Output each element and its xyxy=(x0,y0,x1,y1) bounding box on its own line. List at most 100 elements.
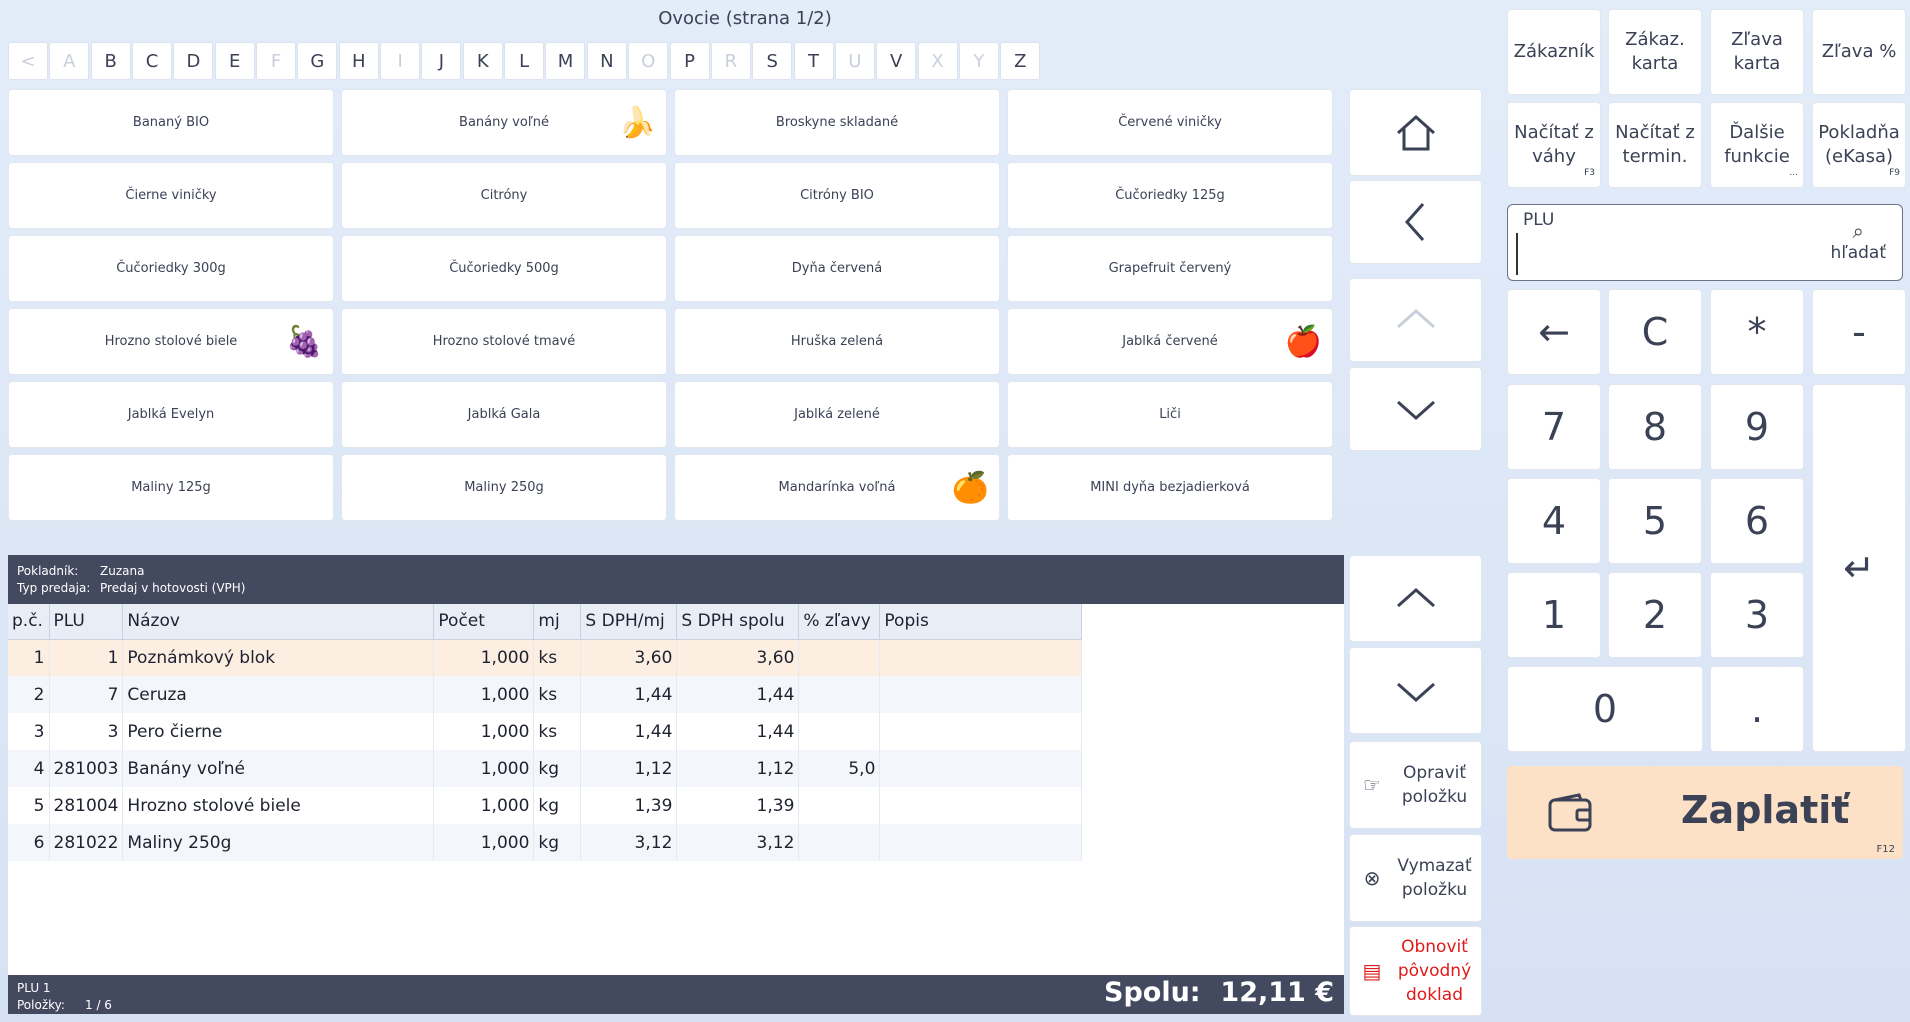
alphabet-letter-n[interactable]: N xyxy=(586,42,627,80)
alphabet-back-button[interactable]: < xyxy=(8,42,48,80)
product-button[interactable]: Červené viničky xyxy=(1007,89,1333,156)
restore-receipt-button[interactable]: ▤ Obnoviť pôvodný doklad xyxy=(1349,926,1482,1016)
alphabet-letter-s[interactable]: S xyxy=(752,42,793,80)
clear-key[interactable]: C xyxy=(1608,289,1702,375)
row-up-button[interactable] xyxy=(1349,555,1482,642)
key-6[interactable]: 6 xyxy=(1710,478,1804,564)
key-4[interactable]: 4 xyxy=(1507,478,1601,564)
key-1[interactable]: 1 xyxy=(1507,572,1601,658)
backspace-key[interactable]: ← xyxy=(1507,289,1601,375)
alphabet-letter-i[interactable]: I xyxy=(380,42,421,80)
home-button[interactable] xyxy=(1349,89,1482,176)
row-down-button[interactable] xyxy=(1349,647,1482,734)
product-button[interactable]: MINI dyňa bezjadierková xyxy=(1007,454,1333,521)
product-button[interactable]: Čučoriedky 125g xyxy=(1007,162,1333,229)
product-button[interactable]: Jablká Gala xyxy=(341,381,667,448)
minus-key[interactable]: - xyxy=(1812,289,1906,375)
product-button[interactable]: Maliny 250g xyxy=(341,454,667,521)
alphabet-letter-b[interactable]: B xyxy=(90,42,131,80)
decimal-key[interactable]: . xyxy=(1710,666,1804,752)
alphabet-letter-a[interactable]: A xyxy=(49,42,90,80)
plu-input[interactable] xyxy=(1516,233,1816,275)
function-button[interactable]: Načítať z termin. xyxy=(1608,102,1702,188)
function-button[interactable]: Zákazník xyxy=(1507,9,1601,95)
alphabet-letter-d[interactable]: D xyxy=(173,42,214,80)
column-header[interactable]: Názov xyxy=(122,604,435,640)
product-button[interactable]: Grapefruit červený xyxy=(1007,235,1333,302)
key-7[interactable]: 7 xyxy=(1507,384,1601,470)
alphabet-letter-k[interactable]: K xyxy=(462,42,503,80)
alphabet-letter-y[interactable]: Y xyxy=(958,42,999,80)
alphabet-letter-j[interactable]: J xyxy=(421,42,462,80)
product-button[interactable]: Hruška zelená xyxy=(674,308,1000,375)
column-header[interactable]: % zľavy xyxy=(798,604,881,640)
pay-button[interactable]: Zaplatiť F12 xyxy=(1507,766,1903,859)
product-button[interactable]: Mandarínka voľná 🍊 xyxy=(674,454,1000,521)
key-5[interactable]: 5 xyxy=(1608,478,1702,564)
multiply-key[interactable]: * xyxy=(1710,289,1804,375)
product-button[interactable]: Maliny 125g xyxy=(8,454,334,521)
product-button[interactable]: Hrozno stolové tmavé xyxy=(341,308,667,375)
table-row[interactable]: 1 1 Poznámkový blok 1,000 ks 3,60 3,60 xyxy=(8,639,1083,676)
table-row[interactable]: 4 281003 Banány voľné 1,000 kg 1,12 1,12 5,0 xyxy=(8,750,1083,787)
column-header[interactable]: S DPH spolu xyxy=(676,604,800,640)
function-button[interactable]: Načítať z váhy F3 xyxy=(1507,102,1601,188)
key-8[interactable]: 8 xyxy=(1608,384,1702,470)
product-button[interactable]: Hrozno stolové biele 🍇 xyxy=(8,308,334,375)
alphabet-letter-t[interactable]: T xyxy=(793,42,834,80)
function-button[interactable]: Pokladňa (eKasa) F9 xyxy=(1812,102,1906,188)
key-3[interactable]: 3 xyxy=(1710,572,1804,658)
alphabet-letter-h[interactable]: H xyxy=(338,42,379,80)
column-header[interactable]: S DPH/mj xyxy=(580,604,678,640)
column-header[interactable]: mj xyxy=(533,604,582,640)
alphabet-letter-m[interactable]: M xyxy=(545,42,586,80)
function-button[interactable]: Zľava karta xyxy=(1710,9,1804,95)
product-button[interactable]: Broskyne skladané xyxy=(674,89,1000,156)
alphabet-letter-c[interactable]: C xyxy=(132,42,173,80)
product-button[interactable]: Čučoriedky 500g xyxy=(341,235,667,302)
product-button[interactable]: Jablká zelené xyxy=(674,381,1000,448)
alphabet-letter-u[interactable]: U xyxy=(834,42,875,80)
table-row[interactable]: 3 3 Pero čierne 1,000 ks 1,44 1,44 xyxy=(8,713,1083,750)
product-button[interactable]: Jablká červené 🍎 xyxy=(1007,308,1333,375)
table-row[interactable]: 5 281004 Hrozno stolové biele 1,000 kg 1,39 1,… xyxy=(8,787,1083,824)
key-0[interactable]: 0 xyxy=(1507,666,1703,752)
product-button[interactable]: Čierne viničky xyxy=(8,162,334,229)
product-button[interactable]: Banány voľné 🍌 xyxy=(341,89,667,156)
page-down-button[interactable] xyxy=(1349,367,1482,451)
edit-item-button[interactable]: ☞ Opraviť položku xyxy=(1349,741,1482,829)
alphabet-letter-e[interactable]: E xyxy=(214,42,255,80)
delete-item-button[interactable]: ⊗ Vymazať položku xyxy=(1349,834,1482,922)
product-button[interactable]: Bananý BIO xyxy=(8,89,334,156)
column-header[interactable]: Popis xyxy=(879,604,1083,640)
column-header[interactable]: p.č. xyxy=(8,604,50,640)
alphabet-letter-r[interactable]: R xyxy=(710,42,751,80)
alphabet-letter-l[interactable]: L xyxy=(504,42,545,80)
product-button[interactable]: Čučoriedky 300g xyxy=(8,235,334,302)
alphabet-letter-o[interactable]: O xyxy=(628,42,669,80)
alphabet-letter-v[interactable]: V xyxy=(876,42,917,80)
alphabet-letter-z[interactable]: Z xyxy=(1000,42,1041,80)
alphabet-letter-p[interactable]: P xyxy=(669,42,710,80)
function-button[interactable]: Zľava % xyxy=(1812,9,1906,95)
table-row[interactable]: 6 281022 Maliny 250g 1,000 kg 3,12 3,12 xyxy=(8,824,1083,861)
key-9[interactable]: 9 xyxy=(1710,384,1804,470)
alphabet-letter-g[interactable]: G xyxy=(297,42,338,80)
product-button[interactable]: Liči xyxy=(1007,381,1333,448)
function-button[interactable]: Zákaz. karta xyxy=(1608,9,1702,95)
search-button[interactable]: ⌕ hľadať xyxy=(1831,219,1886,263)
product-button[interactable]: Jablká Evelyn xyxy=(8,381,334,448)
back-button[interactable] xyxy=(1349,180,1482,264)
table-row[interactable]: 2 7 Ceruza 1,000 ks 1,44 1,44 xyxy=(8,676,1083,713)
column-header[interactable]: Počet xyxy=(433,604,535,640)
column-header[interactable]: PLU xyxy=(49,604,124,640)
product-button[interactable]: Dyňa červená xyxy=(674,235,1000,302)
function-button[interactable]: Ďalšie funkcie... xyxy=(1710,102,1804,188)
product-button[interactable]: Citróny BIO xyxy=(674,162,1000,229)
page-up-button[interactable] xyxy=(1349,278,1482,362)
key-2[interactable]: 2 xyxy=(1608,572,1702,658)
alphabet-letter-f[interactable]: F xyxy=(256,42,297,80)
enter-key[interactable]: ↵ xyxy=(1812,384,1906,752)
alphabet-letter-x[interactable]: X xyxy=(917,42,958,80)
product-button[interactable]: Citróny xyxy=(341,162,667,229)
